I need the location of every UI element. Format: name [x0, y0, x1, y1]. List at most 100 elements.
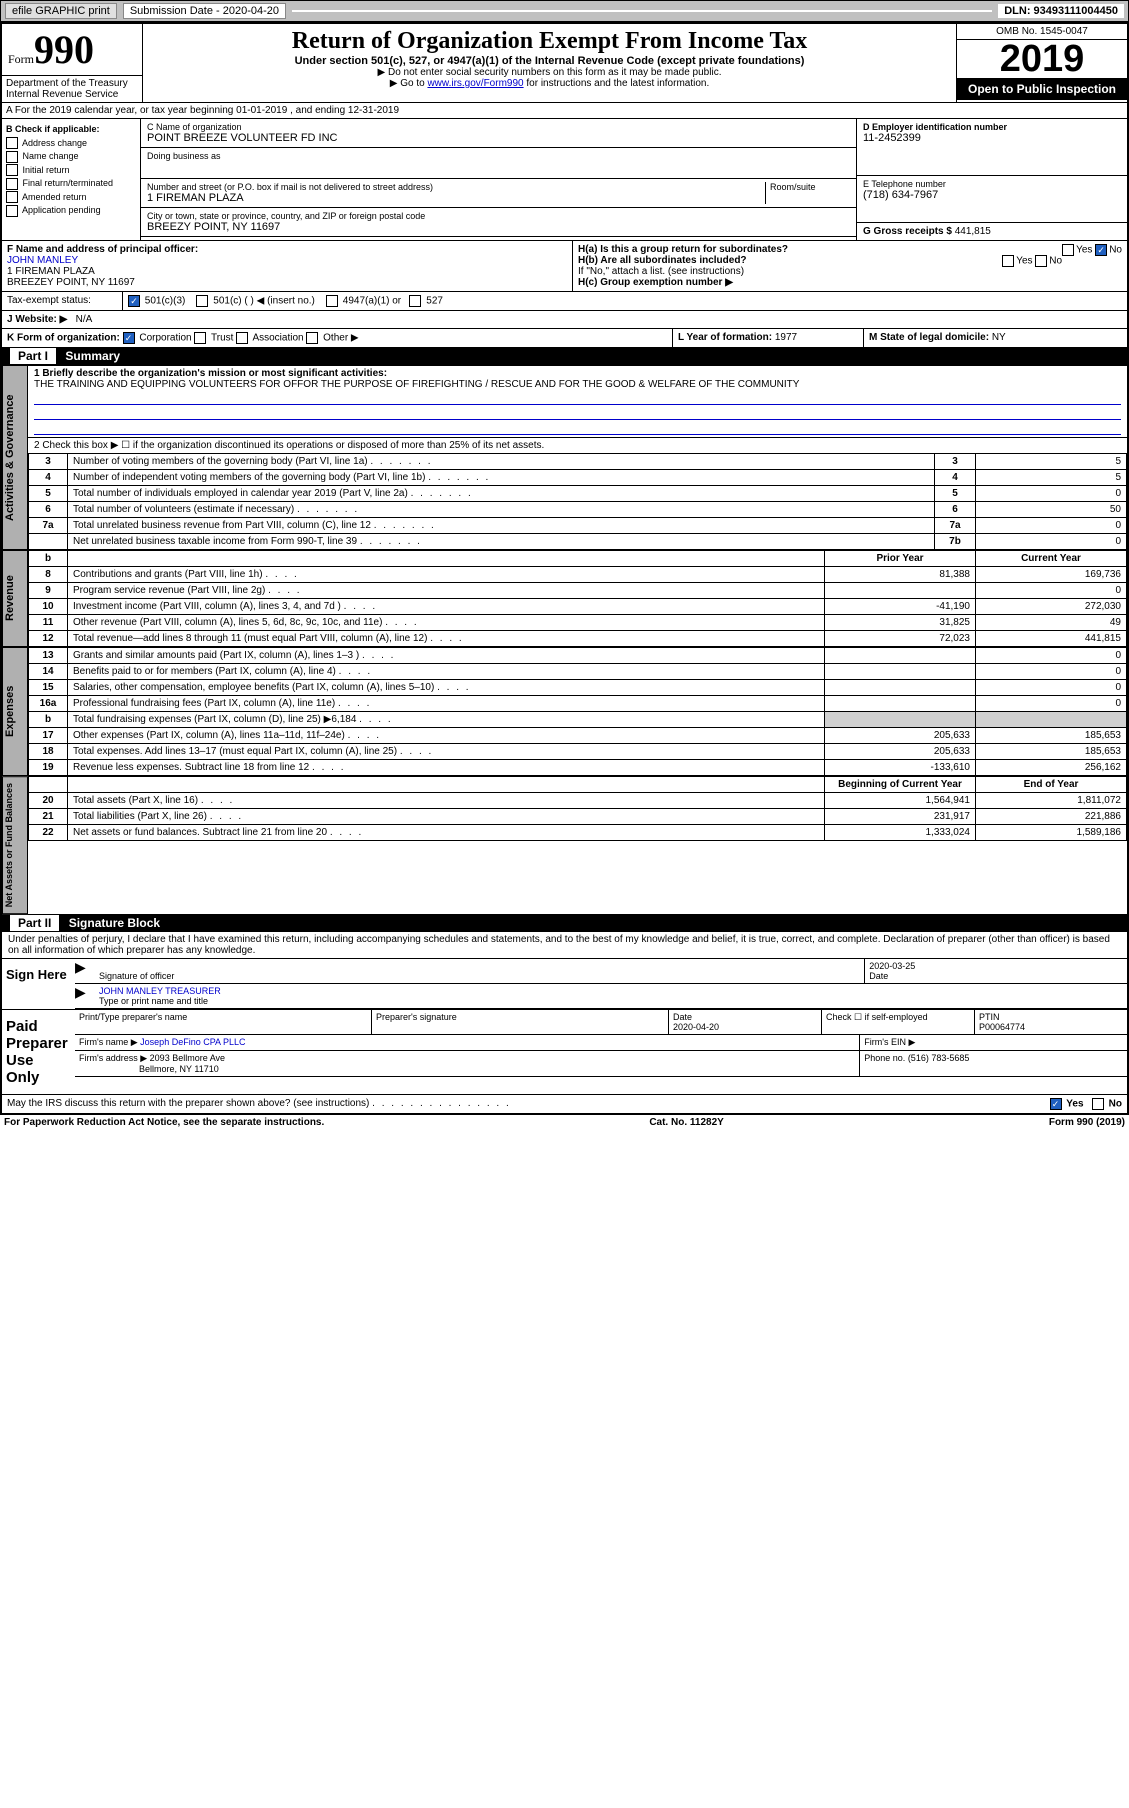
org-name: POINT BREEZE VOLUNTEER FD INC: [147, 132, 850, 144]
chk-name[interactable]: [6, 151, 18, 163]
main-title: Return of Organization Exempt From Incom…: [147, 28, 952, 55]
opt-trust: Trust: [211, 333, 233, 344]
form-container: Form990 Department of the Treasury Inter…: [0, 22, 1129, 1115]
current-val: 441,815: [976, 631, 1127, 647]
line-num: 15: [29, 680, 68, 696]
chk-address[interactable]: [6, 137, 18, 149]
k-label: K Form of organization:: [7, 333, 120, 344]
opt-501c3: 501(c)(3): [145, 296, 186, 307]
line-num: 22: [29, 825, 68, 841]
room-label: Room/suite: [770, 182, 850, 192]
spacer: [292, 10, 992, 12]
firm-name-label: Firm's name ▶: [79, 1037, 138, 1047]
dept-treasury: Department of the Treasury Internal Reve…: [2, 75, 142, 102]
line-desc: Salaries, other compensation, employee b…: [68, 680, 825, 696]
chk-final[interactable]: [6, 178, 18, 190]
pt-name-label: Print/Type preparer's name: [75, 1010, 372, 1034]
ul2: [34, 405, 1121, 420]
city-label: City or town, state or province, country…: [147, 211, 850, 221]
l-val: 1977: [775, 332, 797, 343]
line-desc: Program service revenue (Part VIII, line…: [68, 583, 825, 599]
chk-initial[interactable]: [6, 164, 18, 176]
prior-val: [825, 648, 976, 664]
gov-table: 3Number of voting members of the governi…: [28, 453, 1127, 550]
line2: 2 Check this box ▶ ☐ if the organization…: [28, 437, 1127, 453]
line-num: 11: [29, 615, 68, 631]
arrow-icon2: ▶: [75, 984, 95, 1008]
officer-name: JOHN MANLEY: [7, 255, 78, 266]
line-num: b: [29, 712, 68, 728]
line-box: 6: [935, 502, 976, 518]
paid-label: Paid Preparer Use Only: [2, 1010, 75, 1094]
efile-btn[interactable]: efile GRAPHIC print: [5, 3, 117, 19]
line-val: 0: [976, 534, 1127, 550]
addr-val: 1 FIREMAN PLAZA: [147, 192, 765, 204]
vtab-expenses: Expenses: [2, 647, 28, 776]
line-desc: Other expenses (Part IX, column (A), lin…: [68, 728, 825, 744]
line1-val: THE TRAINING AND EQUIPPING VOLUNTEERS FO…: [34, 379, 799, 390]
chk-pending[interactable]: [6, 205, 18, 217]
sig-label: Signature of officer: [99, 971, 174, 981]
line-num: 20: [29, 793, 68, 809]
irs-link[interactable]: www.irs.gov/Form990: [427, 78, 523, 89]
chk-corp[interactable]: [123, 332, 135, 344]
subtitle: Under section 501(c), 527, or 4947(a)(1)…: [147, 55, 952, 67]
chk-amended[interactable]: [6, 191, 18, 203]
current-val: 1,589,186: [976, 825, 1127, 841]
part2-num: Part II: [10, 915, 59, 931]
chk-501c3[interactable]: [128, 295, 140, 307]
hb-note: If "No," attach a list. (see instruction…: [578, 266, 1122, 277]
line-num: 8: [29, 567, 68, 583]
name-label: C Name of organization: [147, 122, 850, 132]
prior-val: [825, 712, 976, 728]
line-desc: Net assets or fund balances. Subtract li…: [68, 825, 825, 841]
note-link: ▶ Go to www.irs.gov/Form990 for instruct…: [147, 78, 952, 89]
title-box: Return of Organization Exempt From Incom…: [143, 24, 957, 102]
prior-val: [825, 583, 976, 599]
line-desc: Total expenses. Add lines 13–17 (must eq…: [68, 744, 825, 760]
d-no: No: [1109, 1099, 1122, 1110]
opt-name: Name change: [23, 151, 79, 161]
hb-yes[interactable]: [1002, 255, 1014, 267]
discuss-no[interactable]: [1092, 1098, 1104, 1110]
ein-val: 11-2452399: [863, 132, 1121, 144]
d-yes: Yes: [1066, 1099, 1083, 1110]
chk-501c[interactable]: [196, 295, 208, 307]
discuss-text: May the IRS discuss this return with the…: [7, 1098, 369, 1109]
opt-address: Address change: [22, 138, 87, 148]
form-number: 990: [34, 27, 94, 72]
line-desc: Number of independent voting members of …: [68, 470, 935, 486]
prior-val: 205,633: [825, 744, 976, 760]
b-cell: b: [29, 551, 68, 567]
hc-label: H(c) Group exemption number ▶: [578, 277, 733, 288]
opt-501c: 501(c) ( ) ◀ (insert no.): [213, 296, 315, 307]
ha-yes[interactable]: [1062, 244, 1074, 256]
line-desc: Contributions and grants (Part VIII, lin…: [68, 567, 825, 583]
current-val: 0: [976, 696, 1127, 712]
line-desc: Other revenue (Part VIII, column (A), li…: [68, 615, 825, 631]
chk-assoc[interactable]: [236, 332, 248, 344]
discuss-yes[interactable]: [1050, 1098, 1062, 1110]
hb-no[interactable]: [1035, 255, 1047, 267]
ha-no[interactable]: [1095, 244, 1107, 256]
discuss-row: May the IRS discuss this return with the…: [2, 1094, 1127, 1113]
chk-other[interactable]: [306, 332, 318, 344]
line1-block: 1 Briefly describe the organization's mi…: [28, 365, 1127, 437]
line-box: 7a: [935, 518, 976, 534]
part1-header: Part I Summary: [2, 347, 1127, 365]
top-bar: efile GRAPHIC print Submission Date - 20…: [0, 0, 1129, 22]
chk-4947[interactable]: [326, 295, 338, 307]
phone-label: E Telephone number: [863, 179, 1121, 189]
prep-phone: (516) 783-5685: [908, 1053, 970, 1063]
chk-527[interactable]: [409, 295, 421, 307]
chk-trust[interactable]: [194, 332, 206, 344]
prior-val: 72,023: [825, 631, 976, 647]
addr-label: Number and street (or P.O. box if mail i…: [147, 182, 765, 192]
phone-val: (718) 634-7967: [863, 189, 1121, 201]
section-b-c-d: B Check if applicable: Address change Na…: [2, 118, 1127, 240]
prior-val: 81,388: [825, 567, 976, 583]
prior-val: [825, 664, 976, 680]
line-desc: Total number of individuals employed in …: [68, 486, 935, 502]
box-c: C Name of organization POINT BREEZE VOLU…: [141, 119, 857, 240]
pt-sig-label: Preparer's signature: [372, 1010, 669, 1034]
